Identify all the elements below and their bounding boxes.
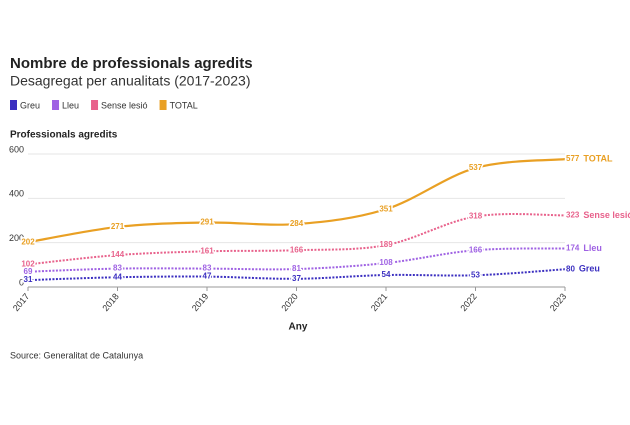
y-tick-label: 200 (9, 233, 24, 243)
x-tick-label: 2023 (548, 291, 569, 313)
data-label: 69 (24, 267, 33, 276)
chart-title: Nombre de professionals agredits (10, 55, 253, 72)
data-label: 537 (469, 163, 483, 172)
series-end-label: Lleu (583, 243, 602, 253)
x-tick-label: 2019 (190, 291, 211, 313)
data-label: 81 (292, 264, 301, 273)
series-end-label: Sense lesió (583, 210, 630, 220)
legend-swatch (10, 100, 17, 110)
data-label: 166 (290, 245, 304, 254)
series-end-label: Greu (579, 264, 600, 274)
data-label: 351 (379, 204, 393, 213)
series-line (27, 213, 566, 266)
y-tick-label: 0 (19, 277, 24, 287)
data-label: 189 (379, 240, 393, 249)
y-axis-title: Professionals agredits (10, 130, 118, 141)
legend-label: Lleu (62, 100, 79, 110)
data-label: 284 (290, 219, 304, 228)
y-tick-label: 600 (9, 144, 24, 154)
data-label: 202 (21, 237, 35, 246)
data-label: 102 (21, 259, 35, 268)
data-label: 83 (113, 264, 122, 273)
chart-subtitle: Desagregat per anualitats (2017-2023) (10, 73, 251, 89)
x-tick-label: 2022 (458, 291, 479, 313)
series-line (27, 158, 566, 244)
x-tick-label: 2018 (100, 291, 121, 313)
data-label: 161 (200, 246, 214, 255)
legend-swatch (91, 100, 99, 110)
legend-label: TOTAL (170, 100, 198, 110)
series-end-label: TOTAL (583, 153, 613, 163)
x-axis-title: Any (289, 322, 308, 333)
data-label: 37 (292, 274, 301, 283)
data-label: 166 (469, 245, 483, 254)
data-label: 47 (203, 272, 212, 281)
x-tick-label: 2017 (11, 291, 32, 313)
data-label: 323 (566, 211, 580, 220)
data-label: 577 (566, 154, 580, 163)
data-label: 291 (200, 218, 214, 227)
data-label: 318 (469, 212, 483, 221)
y-tick-label: 400 (9, 189, 24, 199)
data-label: 53 (471, 270, 480, 279)
series-line (27, 247, 566, 273)
data-label: 54 (382, 270, 391, 279)
data-label: 80 (566, 264, 575, 273)
legend-swatch (52, 100, 60, 110)
data-label: 108 (379, 258, 393, 267)
data-label: 31 (24, 275, 33, 284)
source: Source: Generalitat de Catalunya (10, 350, 143, 360)
legend-label: Sense lesió (101, 100, 148, 110)
data-label: 174 (566, 244, 580, 253)
legend-swatch (159, 100, 167, 110)
data-label: 83 (203, 264, 212, 273)
data-label: 144 (111, 250, 125, 259)
x-tick-label: 2021 (369, 291, 390, 313)
data-label: 44 (113, 272, 122, 281)
data-label: 271 (111, 222, 125, 231)
x-tick-label: 2020 (279, 291, 300, 313)
legend-label: Greu (20, 100, 40, 110)
